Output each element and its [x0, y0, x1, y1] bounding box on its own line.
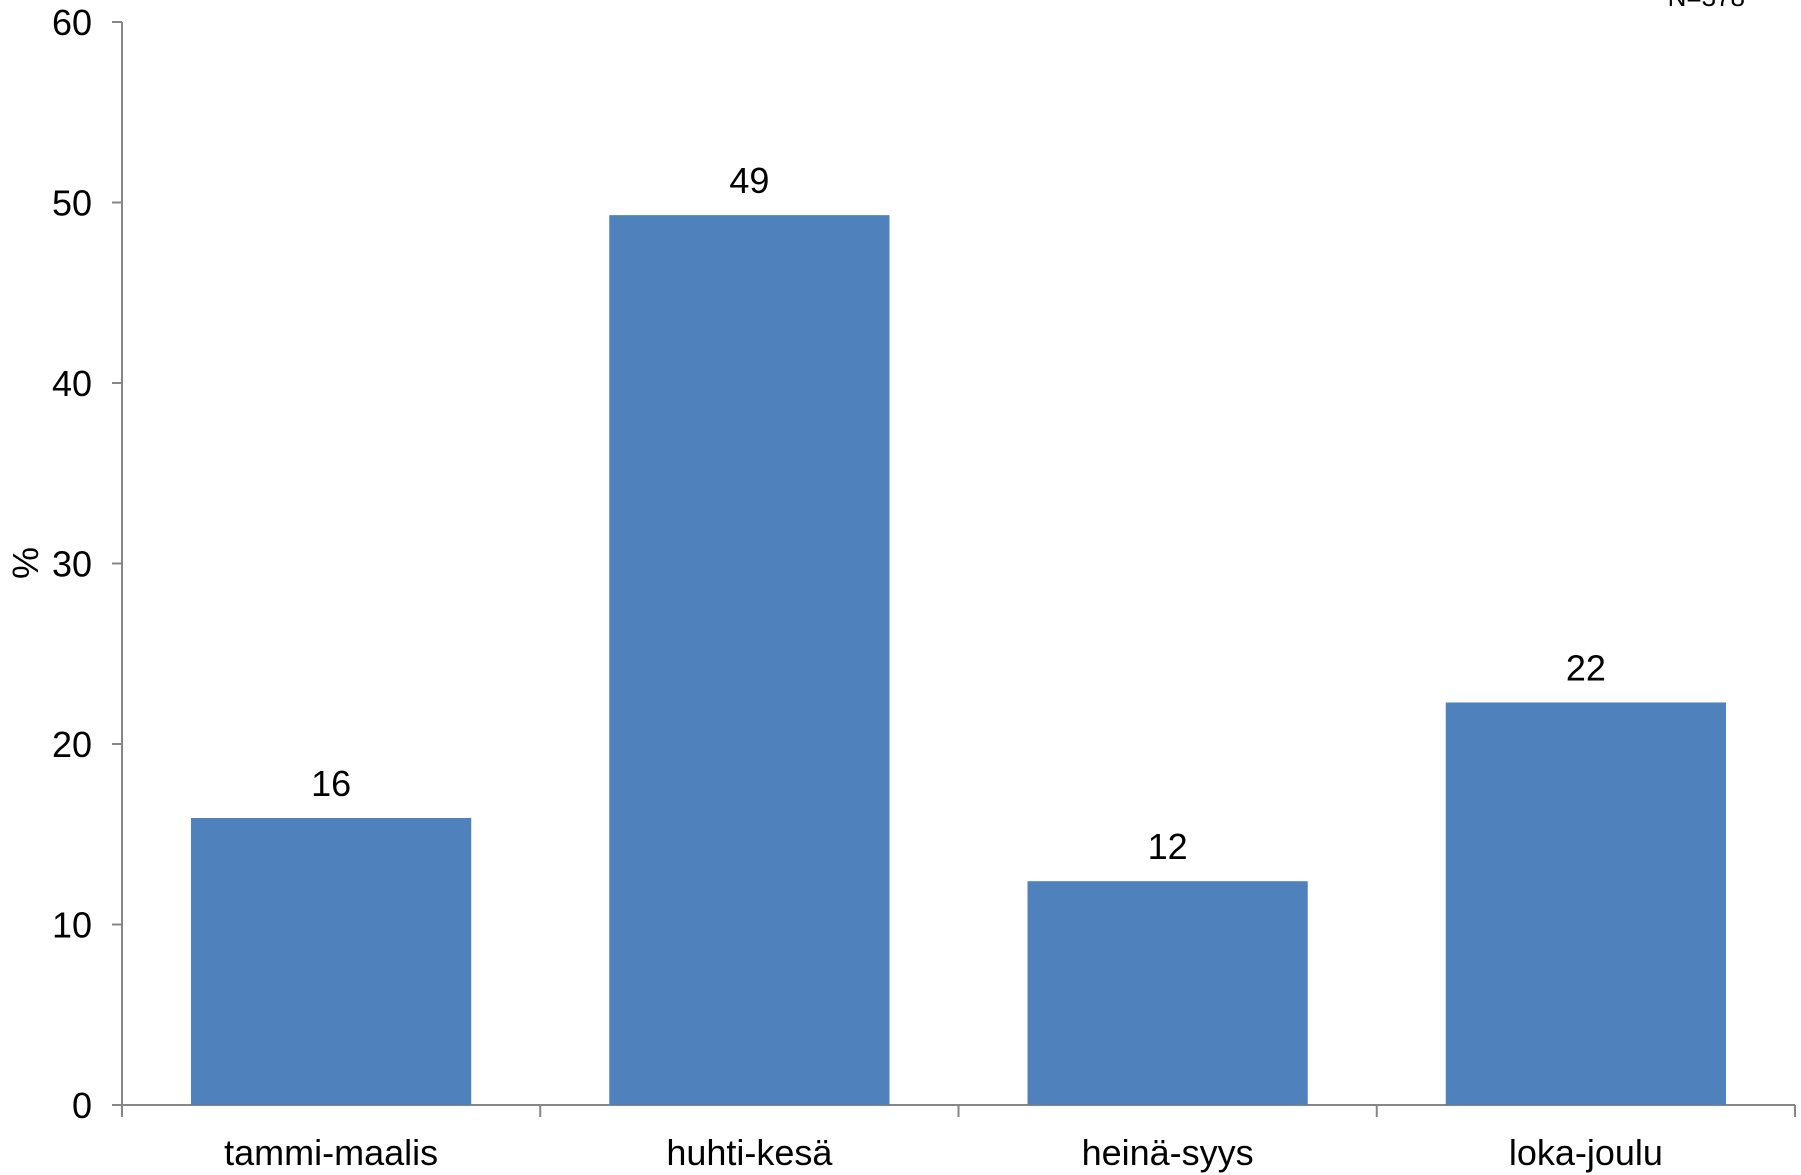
x-axis: tammi-maalis huhti-kesä heinä-syys loka-jou…	[121, 1104, 1796, 1173]
y-tick-label: 40	[52, 363, 92, 404]
bar	[1027, 881, 1308, 1105]
y-tick-label: 20	[52, 724, 92, 765]
bar-value-label: 12	[1148, 826, 1188, 867]
bar-value-label: 22	[1566, 647, 1606, 688]
y-tick-label: 60	[52, 2, 92, 43]
bar	[191, 818, 472, 1105]
y-axis-title: %	[5, 547, 46, 579]
x-category-label: loka-joulu	[1509, 1132, 1663, 1173]
bar	[609, 215, 890, 1105]
y-tick-label: 0	[72, 1085, 92, 1126]
x-category-label: huhti-kesä	[666, 1132, 833, 1173]
y-tick-label: 30	[52, 544, 92, 585]
bar	[1445, 702, 1726, 1105]
bar-value-label: 49	[729, 160, 769, 201]
y-axis: 0 10 20 30 40 50 60	[52, 2, 123, 1126]
y-tick-label: 10	[52, 905, 92, 946]
x-category-label: heinä-syys	[1082, 1132, 1254, 1173]
bars	[191, 215, 1726, 1105]
sample-size-note: N=378	[1668, 0, 1745, 12]
data-labels: 16 49 12 22	[311, 160, 1606, 867]
y-tick-label: 50	[52, 183, 92, 224]
bar-value-label: 16	[311, 763, 351, 804]
x-category-label: tammi-maalis	[224, 1132, 438, 1173]
